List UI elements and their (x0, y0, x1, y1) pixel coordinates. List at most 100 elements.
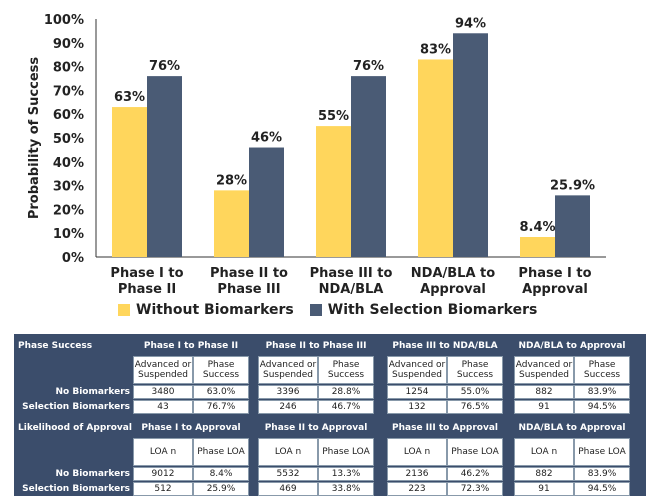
y-tick-label: 70% (53, 84, 84, 99)
table-cell: 3396 (258, 385, 318, 399)
section-title: Phase Success (18, 341, 93, 351)
x-tick-label: Phase III to (310, 266, 393, 281)
y-tick-label: 60% (53, 108, 84, 123)
legend-item-without-biomarkers: Without Biomarkers (118, 302, 294, 318)
y-axis-label: Probability of Success (27, 57, 42, 220)
bar-without-0 (112, 107, 147, 257)
bar-without-4 (520, 237, 555, 257)
bar-without-3 (418, 59, 453, 258)
column-header: Advanced or Suspended (258, 356, 318, 384)
bar-without-1 (214, 190, 249, 257)
group-header: Phase II to Phase III (265, 341, 367, 351)
table-cell: 8.4% (193, 467, 249, 481)
row-label: No Biomarkers (55, 469, 130, 479)
chart-legend: Without Biomarkers With Selection Biomar… (118, 302, 537, 318)
group-header: NDA/BLA to Approval (518, 341, 626, 351)
y-tick-label: 20% (53, 203, 84, 218)
y-tick-label: 80% (53, 61, 84, 76)
y-tick-label: 100% (44, 13, 84, 28)
table-cell: 512 (133, 482, 193, 496)
group-header: NDA/BLA to Approval (518, 423, 626, 433)
data-label: 83% (420, 42, 451, 57)
group-header: Phase I to Phase II (143, 341, 239, 351)
legend-swatch-without (118, 304, 130, 316)
table-cell: 132 (387, 400, 447, 414)
table-cell: 9012 (133, 467, 193, 481)
column-header: Advanced or Suspended (387, 356, 447, 384)
table-cell: 25.9% (193, 482, 249, 496)
table-cell: 76.5% (447, 400, 503, 414)
x-tick-label: Phase I to (110, 266, 183, 281)
data-table: Phase Success Phase I to Phase II Advanced… (14, 334, 646, 496)
table-cell: 882 (514, 385, 574, 399)
table-cell: 223 (387, 482, 447, 496)
x-tick-label: Phase II to (210, 266, 288, 281)
y-tick-label: 90% (53, 37, 84, 52)
legend-swatch-with (309, 304, 322, 316)
column-header: Advanced or Suspended (514, 356, 574, 384)
column-header: Phase Success (574, 356, 630, 384)
y-tick-label: 40% (53, 156, 84, 171)
x-tick-label: Phase I to (518, 266, 591, 281)
column-header: Phase LOA (318, 438, 374, 466)
table-cell: 33.8% (318, 482, 374, 496)
y-tick-label: 0% (62, 251, 84, 266)
column-header: LOA n (258, 438, 318, 466)
row-label: Selection Biomarkers (22, 402, 130, 412)
y-tick-label: 30% (53, 180, 84, 195)
table-cell: 5532 (258, 467, 318, 481)
bar-without-2 (316, 126, 351, 257)
x-tick-label: Approval (420, 282, 486, 297)
row-label: No Biomarkers (55, 387, 130, 397)
table-cell: 469 (258, 482, 318, 496)
table-cell: 72.3% (447, 482, 503, 496)
column-header: Phase Success (447, 356, 503, 384)
column-header: LOA n (514, 438, 574, 466)
table-cell: 3480 (133, 385, 193, 399)
x-tick-label: NDA/BLA to (411, 266, 495, 281)
table-cell: 882 (514, 467, 574, 481)
bar-chart: Probability of Success 0% 10% 20% 30% 40% 50% 6… (27, 13, 606, 297)
data-label: 55% (318, 109, 349, 124)
x-tick-label: Approval (522, 282, 588, 297)
data-label: 76% (149, 59, 180, 74)
data-label: 94% (455, 16, 486, 31)
group-header: Phase III to NDA/BLA (392, 341, 498, 351)
table-cell: 46.7% (318, 400, 374, 414)
column-header: Phase Success (318, 356, 374, 384)
section-title: Likelihood of Approval (18, 423, 132, 433)
table-cell: 83.9% (574, 385, 630, 399)
table-cell: 28.8% (318, 385, 374, 399)
table-cell: 46.2% (447, 467, 503, 481)
group-header: Phase II to Approval (264, 423, 368, 433)
table-cell: 83.9% (574, 467, 630, 481)
y-tick-label: 10% (53, 227, 84, 242)
y-tick-label: 50% (53, 132, 84, 147)
table-cell: 55.0% (447, 385, 503, 399)
bar-with-0 (147, 76, 182, 258)
table-cell: 91 (514, 482, 574, 496)
column-header: Phase LOA (447, 438, 503, 466)
bar-with-4 (555, 195, 590, 257)
bar-with-3 (453, 33, 488, 257)
legend-item-with-selection-biomarkers: With Selection Biomarkers (309, 302, 538, 318)
table-cell: 63.0% (193, 385, 249, 399)
row-label: Selection Biomarkers (22, 484, 130, 494)
bar-with-1 (249, 147, 284, 257)
table-cell: 246 (258, 400, 318, 414)
data-label: 25.9% (550, 178, 595, 193)
column-header: Phase Success (193, 356, 249, 384)
table-cell: 2136 (387, 467, 447, 481)
data-label: 46% (251, 131, 282, 146)
table-cell: 1254 (387, 385, 447, 399)
legend-label-with: With Selection Biomarkers (327, 302, 538, 318)
column-header: Advanced or Suspended (133, 356, 193, 384)
table-cell: 94.5% (574, 482, 630, 496)
table-cell: 91 (514, 400, 574, 414)
bar-with-2 (351, 76, 386, 258)
column-header: Phase LOA (193, 438, 249, 466)
data-label: 28% (216, 173, 247, 188)
column-header: LOA n (387, 438, 447, 466)
table-cell: 76.7% (193, 400, 249, 414)
group-header: Phase III to Approval (392, 423, 498, 433)
